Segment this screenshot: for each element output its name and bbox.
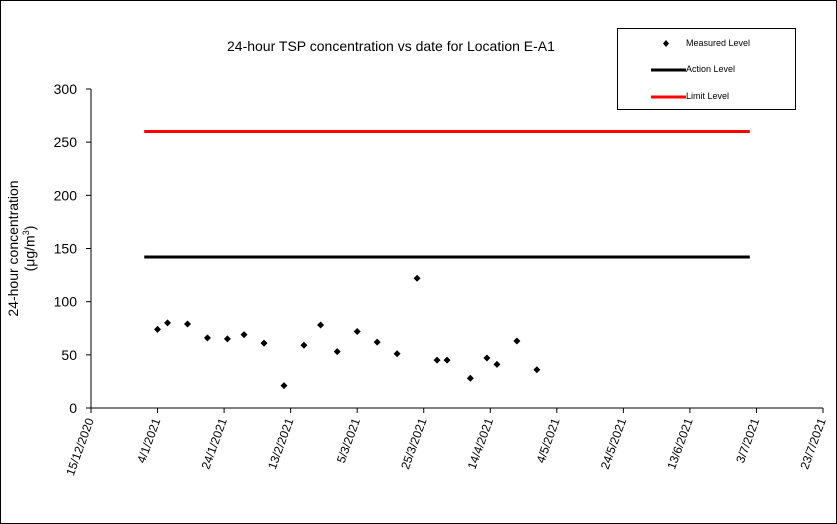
x-tick-label: 3/7/2021 (733, 416, 762, 465)
y-tick-label: 0 (69, 400, 77, 416)
x-tick-label: 13/2/2021 (265, 416, 297, 471)
y-axis-label-close: ) (21, 225, 38, 231)
legend-label-action-level: Action Level (686, 64, 736, 74)
x-tick-label: 23/7/2021 (797, 416, 829, 471)
y-tick-label: 300 (54, 81, 78, 97)
legend-label-limit-level: Limit Level (686, 91, 730, 101)
data-point-measured-level (513, 337, 521, 345)
data-point-measured-level (333, 348, 341, 356)
data-point-measured-level (154, 325, 162, 333)
data-point-measured-level (433, 356, 441, 364)
x-tick-label: 24/5/2021 (598, 416, 630, 471)
data-point-measured-level (164, 319, 172, 327)
data-point-measured-level (260, 339, 268, 347)
y-tick-label: 250 (54, 134, 78, 150)
y-axis-label-unit-superscript: 3 (21, 230, 31, 236)
data-point-measured-level (393, 350, 401, 358)
x-tick-label: 4/1/2021 (134, 416, 163, 465)
y-axis-label: 24-hour concentration (μg/m3) (5, 180, 38, 316)
data-point-measured-level (280, 382, 288, 390)
data-point-measured-level (300, 341, 308, 349)
data-point-measured-level (240, 331, 248, 339)
data-point-measured-level (483, 354, 491, 362)
black-line-icon (651, 68, 686, 72)
chart-title: 24-hour TSP concentration vs date for Lo… (227, 38, 555, 54)
y-axis-label-line2: (μg/m3) (21, 180, 38, 316)
data-point-measured-level (203, 334, 211, 342)
legend-label-measured-level: Measured Level (686, 38, 751, 48)
legend-item-limit-level: Limit Level (618, 90, 795, 104)
data-point-measured-level (466, 374, 474, 382)
data-point-measured-level (183, 320, 191, 328)
y-tick-label: 200 (54, 187, 78, 203)
legend-item-measured-level: Measured Level (618, 37, 795, 51)
red-line-icon (651, 95, 686, 99)
y-axis-label-line1: 24-hour concentration (5, 180, 21, 317)
diamond-marker-icon (663, 40, 669, 47)
y-axis-label-unit: (μg/m (21, 235, 38, 272)
data-point-measured-level (353, 327, 361, 335)
y-tick-label: 150 (54, 241, 78, 257)
x-tick-label: 5/3/2021 (334, 416, 363, 465)
data-point-measured-level (533, 366, 541, 374)
y-tick-label: 50 (61, 347, 77, 363)
data-point-measured-level (413, 274, 421, 282)
data-point-measured-level (373, 338, 381, 346)
x-tick-label: 15/12/2020 (63, 416, 97, 478)
x-tick-label: 13/6/2021 (664, 416, 696, 471)
data-point-measured-level (223, 335, 231, 343)
data-point-measured-level (317, 321, 325, 329)
y-tick-label: 100 (54, 294, 78, 310)
x-tick-label: 25/3/2021 (398, 416, 430, 471)
legend-item-action-level: Action Level (618, 63, 795, 77)
legend: Measured Level Action Level Limit Level (617, 28, 796, 110)
x-tick-label: 24/1/2021 (198, 416, 230, 471)
data-point-measured-level (443, 356, 451, 364)
x-tick-label: 4/5/2021 (534, 416, 563, 465)
x-tick-label: 14/4/2021 (465, 416, 497, 471)
data-point-measured-level (493, 360, 501, 368)
